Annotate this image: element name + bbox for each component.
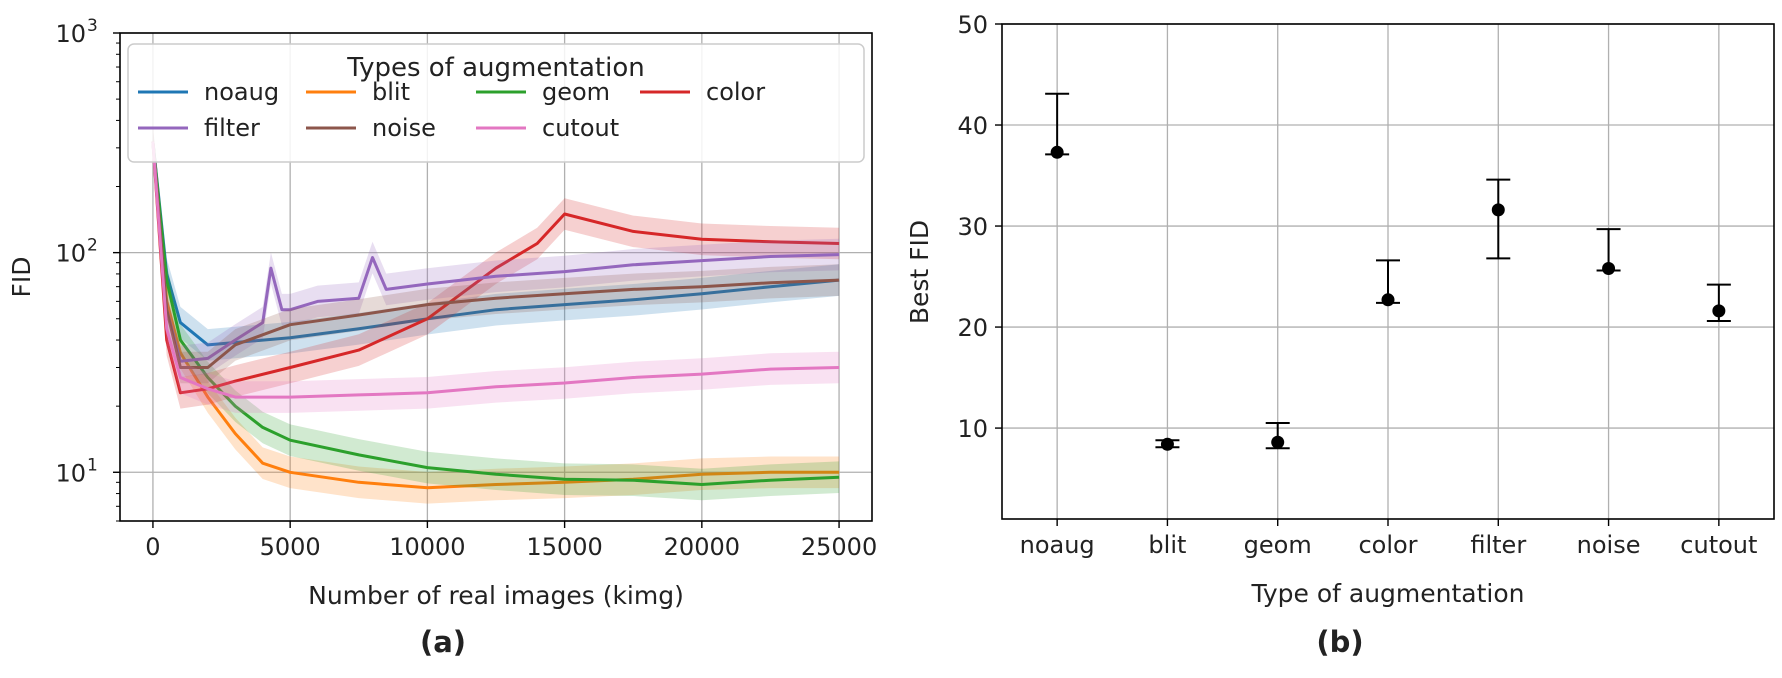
data-point-cutout xyxy=(1712,304,1726,318)
series-line-filter xyxy=(151,141,840,363)
series-line-noise xyxy=(151,141,840,369)
legend: Types of augmentation noaug blit geom color… xyxy=(127,43,865,163)
series-lines-a xyxy=(151,125,840,504)
data-point-noise xyxy=(1602,261,1616,275)
y-tick-label-b: 30 xyxy=(957,213,988,241)
series-line-cutout xyxy=(151,141,840,399)
series-line-geom xyxy=(151,141,840,486)
y-tick-exponent-a: 2 xyxy=(87,236,98,256)
x-tick-label-b: color xyxy=(1358,531,1417,559)
legend-box xyxy=(127,43,865,163)
legend-label-color: color xyxy=(706,78,765,106)
y-tick-label-a: 10 xyxy=(55,459,86,487)
axes-frame-a xyxy=(119,32,873,522)
x-tick-label-a: 5000 xyxy=(260,533,321,561)
x-tick-label-b: noise xyxy=(1577,531,1641,559)
legend-label-geom: geom xyxy=(542,78,610,106)
panel-label-a: (a) xyxy=(420,625,466,659)
data-point-color xyxy=(1381,293,1395,307)
x-axis-label-a: Number of real images (kimg) xyxy=(308,581,684,610)
y-tick-label-b: 10 xyxy=(957,415,988,443)
series-line-color xyxy=(151,141,840,395)
y-tick-label-a: 10 xyxy=(55,240,86,268)
x-tick-label-b: cutout xyxy=(1680,531,1757,559)
confidence-band-noaug xyxy=(152,125,840,361)
legend-label-blit: blit xyxy=(372,78,410,106)
x-tick-label-b: geom xyxy=(1244,531,1312,559)
y-tick-exponent-a: 1 xyxy=(87,455,98,475)
y-tick-label-b: 50 xyxy=(957,11,988,39)
best-fid-errorbar-chart: 10 20 30 40 50 noaug blit geom color filter noise c… xyxy=(905,11,1775,659)
panel-label-b: (b) xyxy=(1316,625,1363,659)
x-tick-label-a: 20000 xyxy=(664,533,740,561)
series-line-noaug xyxy=(151,141,840,347)
y-tick-exponent-a: 3 xyxy=(87,16,98,36)
legend-label-noaug: noaug xyxy=(204,78,279,106)
x-tick-label-b: filter xyxy=(1470,531,1526,559)
x-tick-label-a: 0 xyxy=(145,533,160,561)
legend-title: Types of augmentation xyxy=(346,53,645,83)
data-point-blit xyxy=(1160,437,1174,451)
y-tick-label-b: 20 xyxy=(957,314,988,342)
y-axis-label-b: Best FID xyxy=(905,220,934,324)
x-tick-label-b: noaug xyxy=(1020,531,1095,559)
x-tick-label-a: 25000 xyxy=(801,533,877,561)
legend-label-cutout: cutout xyxy=(542,114,619,142)
data-point-filter xyxy=(1491,203,1505,217)
data-point-noaug xyxy=(1050,145,1064,159)
ticks-b: 10 20 30 40 50 noaug blit geom color filter noise c… xyxy=(957,11,1757,559)
data-point-geom xyxy=(1271,435,1285,449)
confidence-band-filter xyxy=(152,125,840,378)
confidence-band-blit xyxy=(152,125,840,504)
y-axis-label-a: FID xyxy=(7,256,36,297)
legend-label-noise: noise xyxy=(372,114,436,142)
errorbar-marks xyxy=(1045,92,1731,451)
x-tick-label-b: blit xyxy=(1148,531,1186,559)
y-tick-label-b: 40 xyxy=(957,112,988,140)
x-tick-label-a: 10000 xyxy=(389,533,465,561)
legend-label-filter: filter xyxy=(204,114,260,142)
x-tick-label-a: 15000 xyxy=(526,533,602,561)
confidence-band-cutout xyxy=(152,125,840,413)
x-axis-label-b: Type of augmentation xyxy=(1250,579,1524,608)
y-tick-label-a: 10 xyxy=(55,20,86,48)
